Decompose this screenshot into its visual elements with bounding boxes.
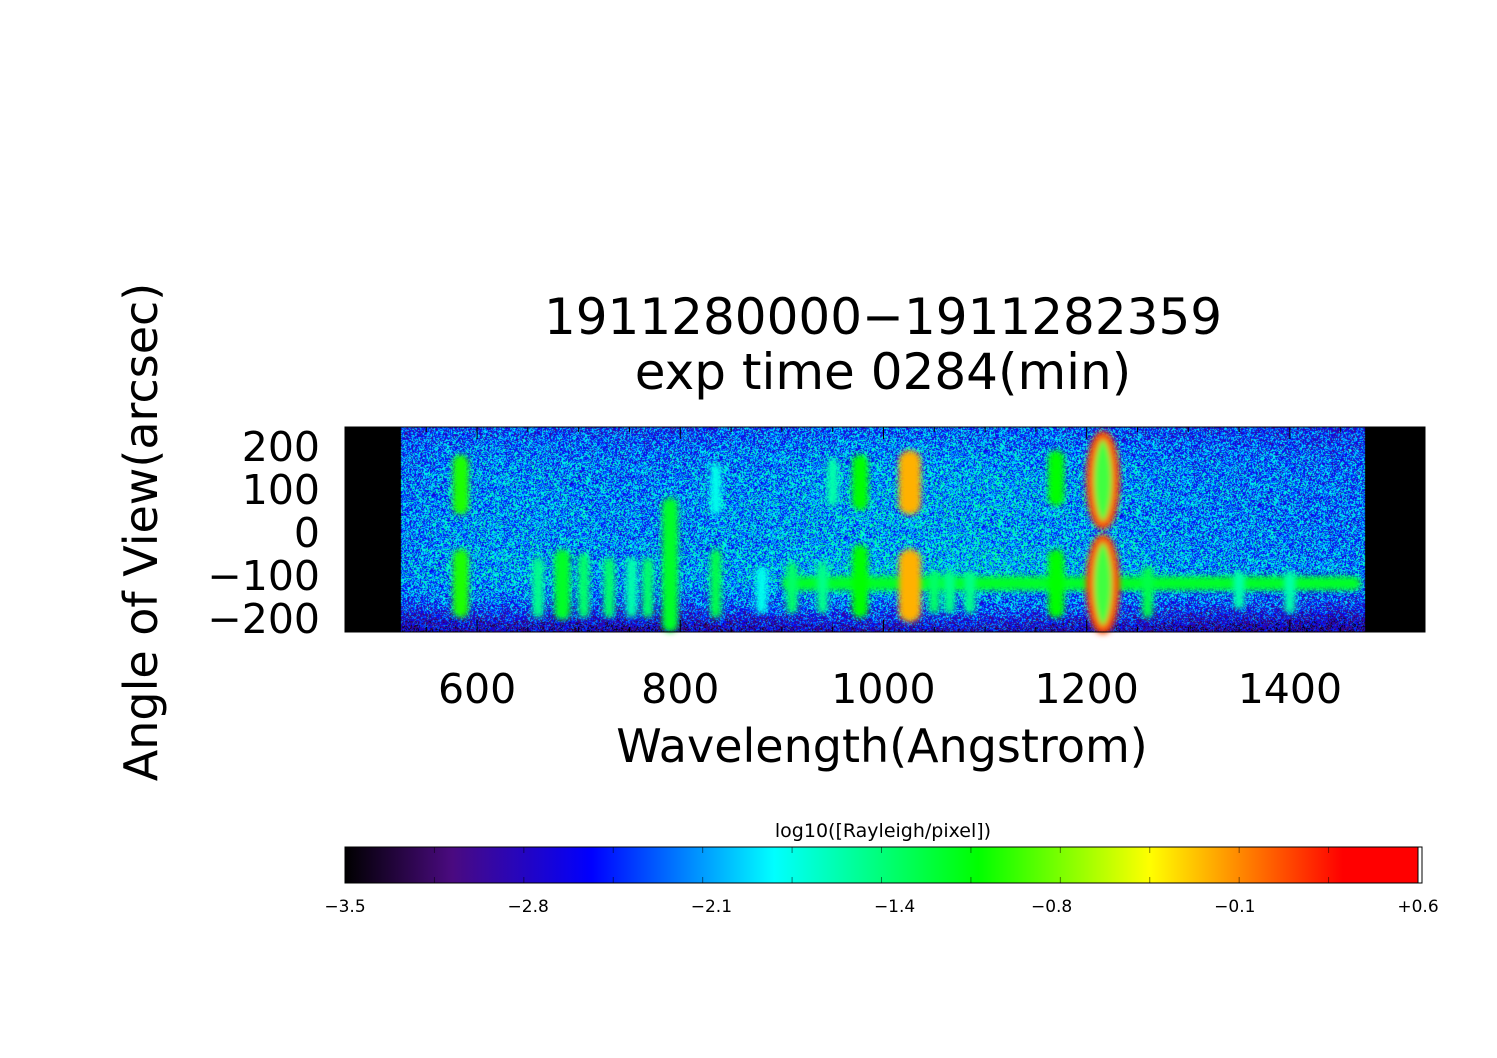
chart-title: 1911280000−1911282359: [544, 288, 1222, 346]
y-tick-label: 200: [242, 423, 320, 471]
x-tick-label: 1400: [1238, 665, 1342, 713]
emission-line: [452, 454, 469, 515]
y-axis-label: Angle of View(arcsec): [114, 283, 168, 781]
emission-line: [1284, 570, 1296, 614]
emission-line: [827, 458, 839, 507]
colorbar-tick-label: −1.4: [874, 897, 915, 917]
emission-line: [852, 454, 869, 511]
emission-line: [852, 544, 869, 618]
emission-line: [756, 566, 768, 614]
emission-line: [1142, 566, 1154, 618]
colorbar-tick-label: −3.5: [324, 897, 365, 917]
y-tick-label: 0: [294, 509, 320, 557]
x-tick-label: 800: [641, 665, 719, 713]
colorbar-tick-label: −0.1: [1214, 897, 1255, 917]
colorbar-tick-label: −2.8: [508, 897, 549, 917]
emission-line: [642, 557, 654, 618]
emission-line: [532, 557, 544, 618]
colorbar-ticks: −3.5 −2.8 −2.1 −1.4 −0.8 −0.1 +0.6: [324, 847, 1439, 917]
emission-line: [944, 570, 956, 614]
emission-line: [578, 553, 590, 618]
horizontal-emission-band: [781, 576, 1361, 591]
x-axis-label: Wavelength(Angstrom): [616, 719, 1147, 773]
heatmap-image: [345, 427, 1425, 632]
emission-line: [603, 557, 615, 618]
emission-line: [898, 549, 921, 623]
emission-line-ring: [1085, 431, 1120, 530]
colorbar-tick-label: −0.8: [1031, 897, 1072, 917]
emission-line: [786, 561, 798, 614]
emission-line: [626, 557, 638, 618]
emission-line: [710, 463, 722, 515]
colorbar-tick-label: −2.1: [691, 897, 732, 917]
emission-line: [1048, 450, 1065, 507]
plot-frame: [344, 426, 1426, 633]
emission-line: [817, 561, 829, 614]
y-tick-label: −200: [207, 595, 320, 643]
emission-line-ring: [1085, 534, 1120, 634]
emission-line: [662, 497, 679, 632]
emission-line: [554, 549, 571, 620]
emission-line: [1048, 549, 1065, 618]
emission-line: [898, 450, 921, 515]
emission-line: [452, 549, 469, 618]
emission-features: [452, 431, 1361, 634]
chart-subtitle: exp time 0284(min): [635, 343, 1132, 401]
colorbar-tick-label: +0.6: [1397, 897, 1438, 917]
colorbar-label: log10([Rayleigh/pixel]): [775, 820, 991, 842]
y-tick-label: −100: [207, 552, 320, 600]
emission-line: [928, 570, 940, 614]
colorbar-frame: [344, 846, 1423, 884]
x-tick-label: 600: [438, 665, 516, 713]
y-tick-label: 100: [242, 466, 320, 514]
emission-line: [710, 549, 722, 618]
emission-line: [1233, 570, 1245, 610]
colorbar-end: [1417, 846, 1423, 884]
x-tick-label: 1200: [1035, 665, 1139, 713]
x-tick-label: 1000: [831, 665, 935, 713]
emission-line: [964, 570, 976, 614]
